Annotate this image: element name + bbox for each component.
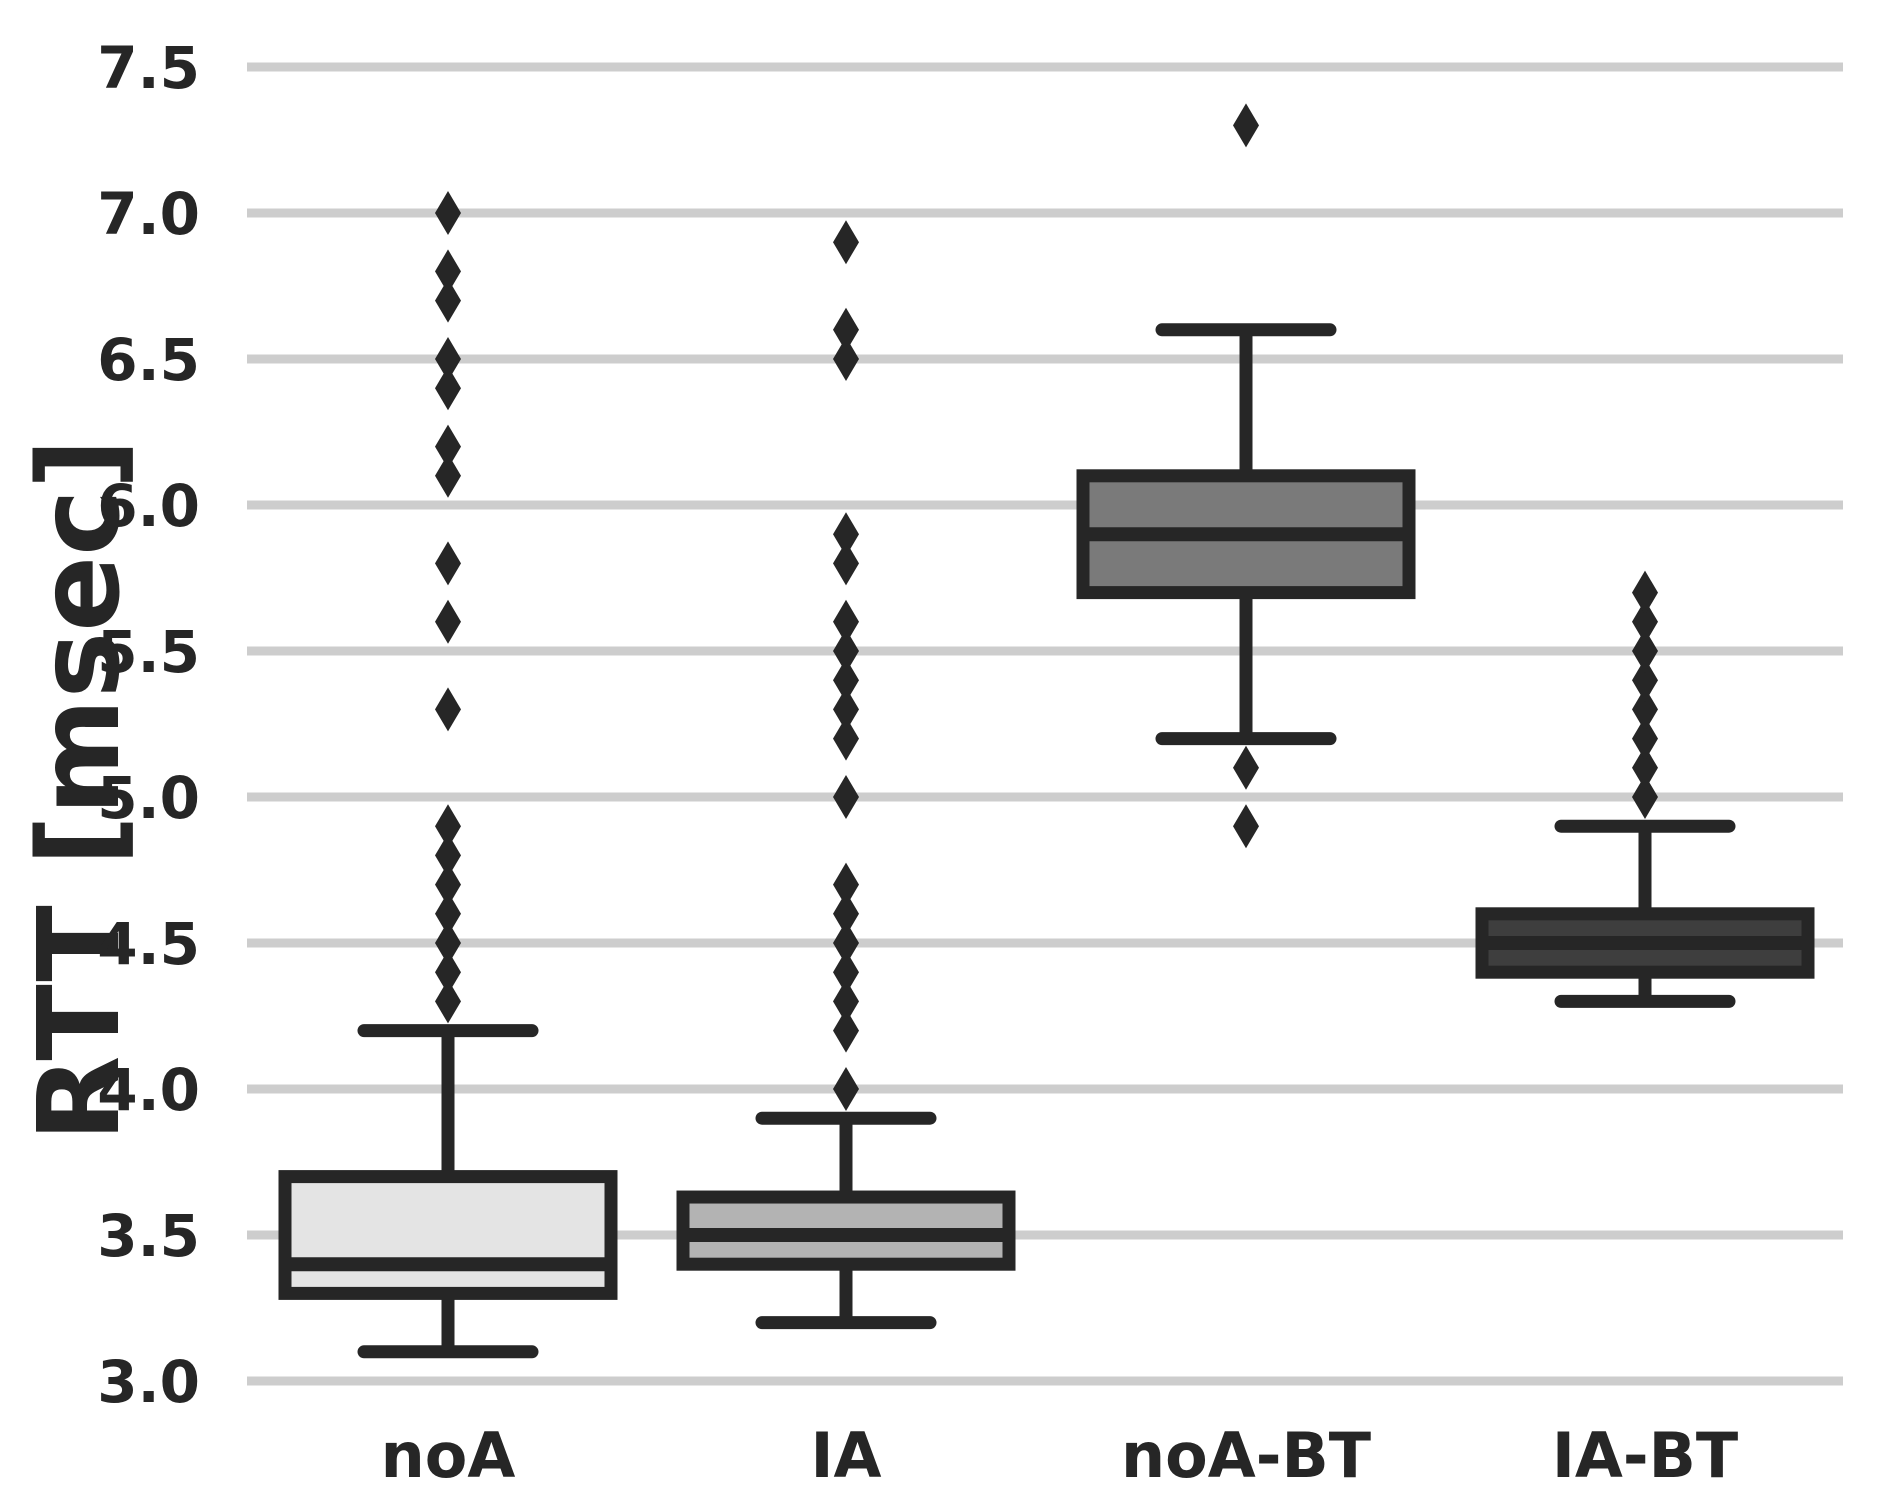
outlier-diamond-IA-4.4 — [833, 950, 859, 995]
outlier-diamond-IA-5.5 — [833, 629, 859, 673]
outlier-diamond-IA-BT-5 — [1632, 775, 1658, 819]
outlier-diamond-noA-BT-7.3 — [1233, 103, 1259, 148]
x-category-label-IA-BT: IA-BT — [1552, 1419, 1738, 1492]
outlier-diamond-noA-4.5 — [435, 921, 461, 965]
y-tick-label-4.5: 4.5 — [97, 910, 200, 978]
outlier-diamond-IA-6.9 — [833, 220, 859, 265]
outlier-diamond-IA-BT-5.2 — [1632, 716, 1658, 761]
outlier-diamond-noA-7 — [435, 191, 461, 235]
x-category-label-IA: IA — [810, 1419, 881, 1492]
outlier-diamond-IA-4.3 — [833, 979, 859, 1024]
outlier-diamond-IA-6.6 — [833, 307, 859, 352]
y-tick-label-7.5: 7.5 — [97, 34, 200, 102]
outlier-diamond-IA-5.4 — [833, 658, 859, 703]
y-axis-label: RTT [msec] — [15, 438, 145, 1142]
x-category-label-noA-BT: noA-BT — [1121, 1419, 1371, 1492]
outlier-diamond-IA-BT-5.1 — [1632, 745, 1658, 790]
outlier-diamond-noA-4.8 — [435, 833, 461, 878]
outlier-diamond-IA-4.6 — [833, 891, 859, 936]
outlier-diamond-noA-4.9 — [435, 804, 461, 849]
outlier-diamond-IA-5 — [833, 775, 859, 819]
y-tick-label-3.0: 3.0 — [97, 1348, 200, 1416]
outlier-diamond-IA-4 — [833, 1067, 859, 1111]
outlier-diamond-noA-6.4 — [435, 366, 461, 411]
outlier-diamond-IA-BT-5.6 — [1632, 599, 1658, 644]
outlier-diamond-IA-4.5 — [833, 921, 859, 965]
outlier-diamond-noA-6.5 — [435, 337, 461, 381]
outlier-diamond-IA-5.9 — [833, 512, 859, 557]
outlier-diamond-IA-4.2 — [833, 1008, 859, 1053]
outlier-diamond-noA-5.6 — [435, 599, 461, 644]
outlier-diamond-IA-BT-5.5 — [1632, 629, 1658, 673]
outlier-diamond-noA-4.7 — [435, 862, 461, 907]
y-tick-label-5.0: 5.0 — [97, 764, 200, 832]
box-rect-noA — [278, 1170, 618, 1300]
outlier-diamond-noA-6.7 — [435, 278, 461, 323]
outlier-diamond-IA-6.5 — [833, 337, 859, 381]
y-tick-label-5.5: 5.5 — [97, 618, 200, 686]
outlier-diamond-IA-5.2 — [833, 716, 859, 761]
outlier-diamond-noA-6.1 — [435, 453, 461, 498]
outlier-diamond-IA-BT-5.3 — [1632, 687, 1658, 732]
outlier-diamond-noA-5.3 — [435, 687, 461, 732]
outlier-diamond-noA-5.8 — [435, 541, 461, 586]
y-tick-label-6.0: 6.0 — [97, 472, 200, 540]
y-tick-label-4.0: 4.0 — [97, 1056, 200, 1124]
y-tick-label-3.5: 3.5 — [97, 1202, 200, 1270]
outlier-diamond-noA-4.4 — [435, 950, 461, 995]
outlier-diamond-IA-BT-5.4 — [1632, 658, 1658, 703]
outlier-diamond-IA-5.6 — [833, 599, 859, 644]
outlier-diamond-IA-BT-5.7 — [1632, 570, 1658, 615]
outlier-diamond-IA-5.3 — [833, 687, 859, 732]
outlier-diamond-IA-5.8 — [833, 541, 859, 586]
outlier-diamond-noA-4.6 — [435, 891, 461, 936]
x-category-label-noA: noA — [381, 1419, 516, 1492]
outlier-diamond-noA-BT-4.9 — [1233, 804, 1259, 849]
outlier-diamond-noA-6.8 — [435, 249, 461, 294]
outlier-diamond-noA-4.3 — [435, 979, 461, 1024]
outlier-diamond-IA-4.7 — [833, 862, 859, 907]
y-tick-label-6.5: 6.5 — [97, 326, 200, 394]
outlier-diamond-noA-BT-5.1 — [1233, 745, 1259, 790]
outlier-diamond-noA-6.2 — [435, 424, 461, 469]
y-tick-label-7.0: 7.0 — [97, 180, 200, 248]
